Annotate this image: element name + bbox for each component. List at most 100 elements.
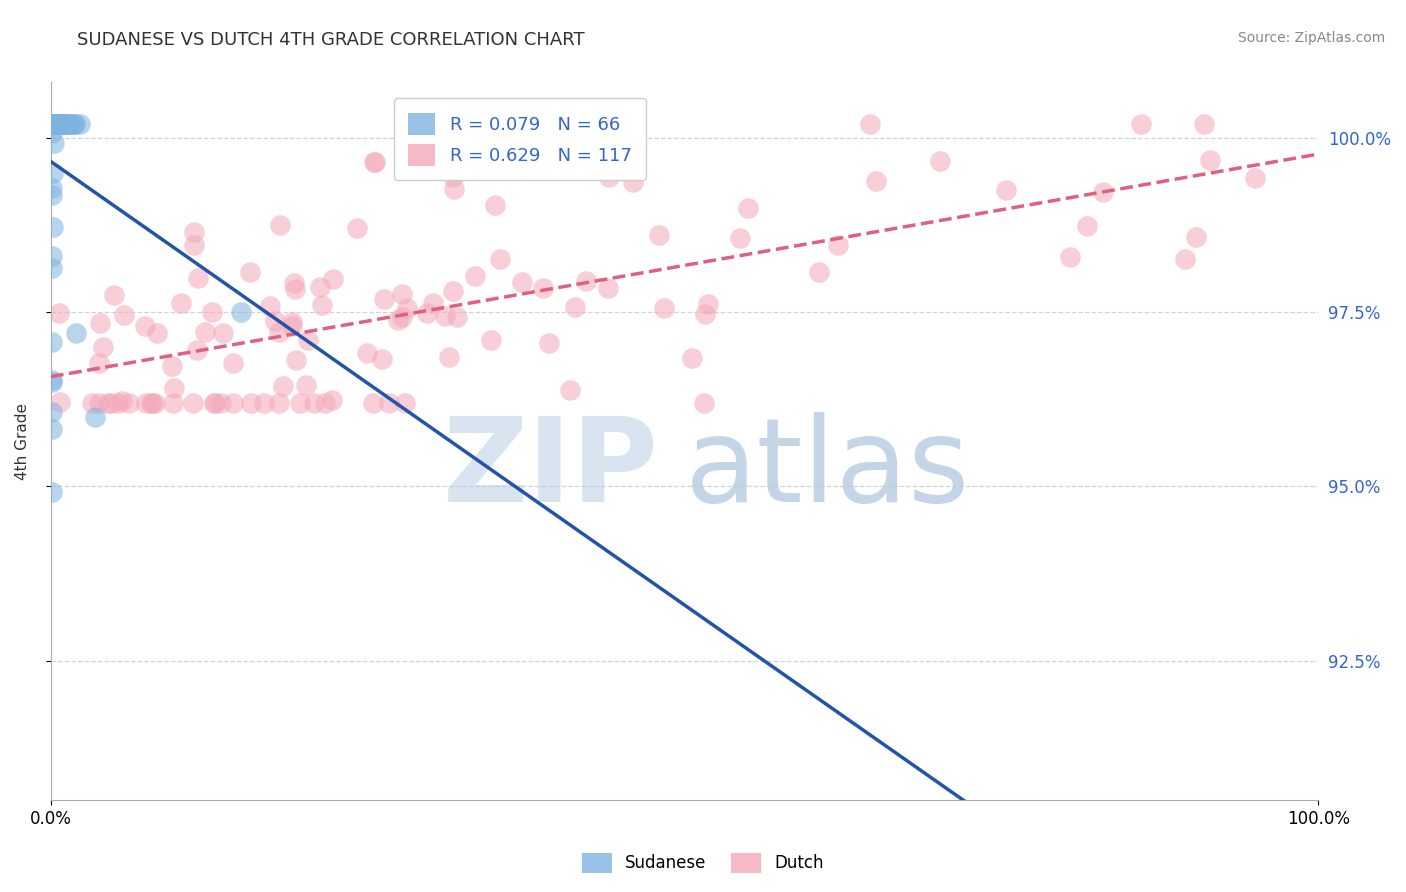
- Point: [183, 225, 205, 239]
- Point: [363, 154, 385, 169]
- Point: [53, 117, 76, 131]
- Text: atlas: atlas: [685, 412, 970, 527]
- Point: [44, 117, 66, 131]
- Point: [42, 117, 65, 131]
- Point: [441, 284, 464, 298]
- Point: [42, 117, 65, 131]
- Point: [598, 170, 620, 185]
- Point: [311, 298, 333, 312]
- Point: [204, 395, 226, 409]
- Point: [222, 395, 245, 409]
- Point: [51, 117, 73, 131]
- Point: [283, 277, 305, 291]
- Point: [387, 313, 409, 327]
- Point: [827, 238, 849, 252]
- Point: [145, 326, 167, 341]
- Point: [221, 356, 243, 370]
- Point: [1199, 153, 1222, 168]
- Point: [45, 117, 67, 131]
- Point: [346, 220, 368, 235]
- Point: [41, 117, 63, 131]
- Point: [41, 117, 63, 131]
- Point: [45, 117, 67, 131]
- Point: [652, 301, 675, 315]
- Point: [49, 395, 72, 409]
- Point: [89, 356, 111, 370]
- Point: [87, 395, 110, 409]
- Point: [416, 306, 439, 320]
- Point: [52, 117, 75, 131]
- Point: [696, 297, 718, 311]
- Point: [378, 395, 401, 409]
- Point: [46, 117, 69, 131]
- Point: [623, 175, 645, 189]
- Point: [1092, 185, 1115, 199]
- Point: [269, 395, 291, 409]
- Point: [51, 117, 73, 131]
- Point: [394, 395, 416, 409]
- Point: [281, 315, 304, 329]
- Point: [441, 170, 464, 185]
- Point: [314, 395, 336, 409]
- Point: [45, 117, 67, 131]
- Point: [41, 373, 63, 387]
- Point: [1059, 250, 1081, 264]
- Point: [44, 117, 66, 131]
- Point: [564, 300, 586, 314]
- Point: [69, 117, 91, 131]
- Point: [433, 310, 456, 324]
- Point: [200, 305, 222, 319]
- Point: [929, 154, 952, 169]
- Point: [41, 375, 63, 389]
- Point: [41, 219, 63, 234]
- Point: [51, 117, 73, 131]
- Point: [111, 393, 134, 408]
- Point: [46, 117, 69, 131]
- Point: [309, 280, 332, 294]
- Point: [284, 282, 307, 296]
- Point: [181, 395, 204, 409]
- Point: [531, 281, 554, 295]
- Point: [46, 117, 69, 131]
- Point: [41, 126, 63, 140]
- Point: [297, 333, 319, 347]
- Point: [510, 275, 533, 289]
- Point: [135, 395, 157, 409]
- Point: [56, 117, 79, 131]
- Point: [443, 182, 465, 196]
- Point: [371, 351, 394, 366]
- Point: [103, 287, 125, 301]
- Point: [91, 340, 114, 354]
- Legend: Sudanese, Dutch: Sudanese, Dutch: [575, 847, 831, 880]
- Point: [82, 395, 104, 409]
- Point: [204, 395, 226, 409]
- Point: [239, 265, 262, 279]
- Point: [865, 174, 887, 188]
- Text: SUDANESE VS DUTCH 4TH GRADE CORRELATION CHART: SUDANESE VS DUTCH 4TH GRADE CORRELATION …: [77, 31, 585, 49]
- Point: [41, 334, 63, 349]
- Point: [1129, 117, 1152, 131]
- Point: [489, 252, 512, 266]
- Point: [42, 136, 65, 150]
- Point: [737, 201, 759, 215]
- Point: [285, 353, 308, 368]
- Point: [45, 117, 67, 131]
- Point: [44, 117, 66, 131]
- Point: [112, 308, 135, 322]
- Point: [63, 117, 86, 131]
- Point: [41, 117, 63, 131]
- Point: [575, 275, 598, 289]
- Point: [44, 117, 66, 131]
- Point: [281, 318, 304, 333]
- Point: [288, 395, 311, 409]
- Point: [41, 187, 63, 202]
- Point: [183, 237, 205, 252]
- Point: [363, 395, 385, 409]
- Point: [537, 335, 560, 350]
- Point: [194, 325, 217, 339]
- Point: [263, 314, 285, 328]
- Point: [141, 395, 163, 409]
- Point: [728, 230, 751, 244]
- Point: [56, 117, 79, 131]
- Point: [42, 117, 65, 131]
